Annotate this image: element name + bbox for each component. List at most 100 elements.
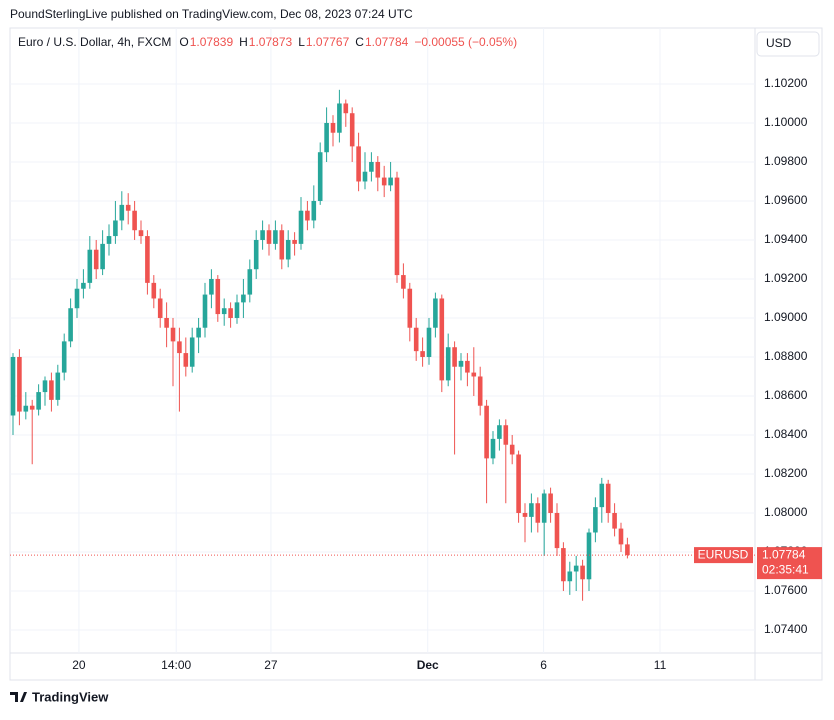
candle-body [401,275,406,289]
x-tick-label: 14:00 [161,658,191,672]
candle-body [561,548,566,582]
candle-body [81,282,86,289]
candle-body [324,122,329,153]
candle-body [471,372,477,377]
attribution: PoundSterlingLive published on TradingVi… [10,7,413,21]
price-tag: 1.07784 [762,547,806,561]
candle-body [113,220,118,237]
y-tick-label: 1.08800 [764,349,808,363]
candle-body [445,347,451,381]
candle-body [285,239,291,260]
grid [10,28,755,653]
candle-body [36,392,41,410]
candle-body [516,454,521,513]
candle-body [362,171,368,182]
candle-body [369,161,374,172]
ohlc-label: O [179,35,188,49]
candle-body [330,122,336,133]
candle-body [586,532,592,580]
y-tick-label: 1.07600 [764,583,808,597]
y-tick-label: 1.09400 [764,232,808,246]
footer-logo: TradingView [10,689,109,704]
symbol: Euro / U.S. Dollar, 4h, FXCM [18,35,171,49]
candle-body [228,308,233,318]
candle-body [221,308,227,315]
candle-body [618,528,624,545]
y-tick-label: 1.09000 [764,310,808,324]
candle-body [433,298,438,328]
candle-body [215,278,221,315]
candle-body [356,146,361,182]
footer-brand: TradingView [32,689,109,704]
candle-body [599,483,605,508]
candle-body [23,405,29,412]
x-tick-label: 6 [540,658,547,672]
symbol-tag: EURUSD [698,547,749,561]
candle-body [497,425,502,439]
y-tick-label: 1.08000 [764,505,808,519]
x-tick-label: Dec [417,658,439,672]
candle-body [125,204,131,211]
candle-body [458,360,464,367]
candle-body [253,239,259,270]
candle-body [49,380,54,400]
y-tick-label: 1.08400 [764,427,808,441]
candle-body [407,288,413,328]
candle-body [87,249,93,283]
ohlc-value: 1.07839 [190,35,234,49]
y-tick-label: 1.10200 [764,76,808,90]
y-tick-label: 1.07400 [764,622,808,636]
candle-body [305,210,310,221]
ohlc-label: C [355,35,364,49]
candle-body [29,405,35,410]
candle-body [145,236,150,283]
y-tick-label: 1.09600 [764,193,808,207]
logo-icon [10,692,27,702]
candle-body [106,236,112,244]
candle-body [138,230,144,237]
y-tick-label: 1.09800 [764,154,808,168]
candle-body [548,493,553,513]
currency-button[interactable] [756,31,820,57]
candle-body [605,483,611,513]
candle-body [625,544,630,556]
candle-body [541,493,547,523]
candle-body [266,230,272,244]
candle-body [10,356,16,416]
ohlc-value: 1.07767 [306,35,350,49]
candle-body [554,512,560,549]
candle-body [196,327,201,338]
candle-body [413,327,419,352]
chart-frame [9,27,823,681]
x-tick-label: 11 [654,658,667,672]
candle-body [260,230,265,240]
candle-body [426,327,432,357]
y-tick-label: 1.08200 [764,466,808,480]
candle-body [375,161,381,178]
candle-body [484,405,489,459]
candle-body [477,376,483,406]
candle-body [381,177,387,186]
candle-body [170,327,176,342]
candle-body [74,288,80,309]
currency[interactable]: USD [766,36,792,50]
x-tick-label: 20 [72,658,86,672]
ohlc-label: H [239,35,248,49]
candle-body [503,425,509,445]
candle-body [612,512,617,529]
candle-body [343,103,349,114]
candle-body [189,337,195,367]
candle-body [452,347,457,367]
candle-body [465,360,470,373]
price-change: −0.00055 (−0.05%) [414,35,517,49]
candle-body [298,210,304,244]
candle-body [567,571,573,582]
candle-body [177,341,182,354]
candle-body [292,239,297,244]
ohlc-value: 1.07873 [249,35,293,49]
x-tick-label: 27 [264,658,278,672]
candle-body [394,177,400,276]
candle-body [573,565,579,572]
candle-body [241,294,246,303]
